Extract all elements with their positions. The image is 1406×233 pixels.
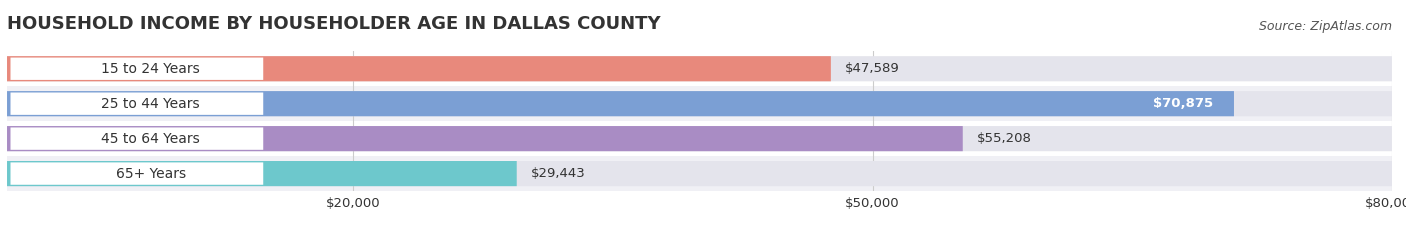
FancyBboxPatch shape xyxy=(10,93,263,115)
FancyBboxPatch shape xyxy=(7,86,1392,121)
Text: 45 to 64 Years: 45 to 64 Years xyxy=(101,132,200,146)
FancyBboxPatch shape xyxy=(7,161,1392,186)
Text: Source: ZipAtlas.com: Source: ZipAtlas.com xyxy=(1258,20,1392,33)
Text: $70,875: $70,875 xyxy=(1153,97,1213,110)
FancyBboxPatch shape xyxy=(10,162,263,185)
FancyBboxPatch shape xyxy=(7,161,517,186)
FancyBboxPatch shape xyxy=(7,121,1392,156)
FancyBboxPatch shape xyxy=(10,58,263,80)
FancyBboxPatch shape xyxy=(7,156,1392,191)
FancyBboxPatch shape xyxy=(7,51,1392,86)
Text: 15 to 24 Years: 15 to 24 Years xyxy=(101,62,200,76)
FancyBboxPatch shape xyxy=(7,91,1392,116)
FancyBboxPatch shape xyxy=(7,126,1392,151)
Text: 25 to 44 Years: 25 to 44 Years xyxy=(101,97,200,111)
FancyBboxPatch shape xyxy=(7,91,1234,116)
FancyBboxPatch shape xyxy=(7,56,831,81)
FancyBboxPatch shape xyxy=(7,126,963,151)
Text: $55,208: $55,208 xyxy=(977,132,1032,145)
Text: HOUSEHOLD INCOME BY HOUSEHOLDER AGE IN DALLAS COUNTY: HOUSEHOLD INCOME BY HOUSEHOLDER AGE IN D… xyxy=(7,15,661,33)
Text: $47,589: $47,589 xyxy=(845,62,900,75)
Text: 65+ Years: 65+ Years xyxy=(115,167,186,181)
FancyBboxPatch shape xyxy=(7,56,1392,81)
Text: $29,443: $29,443 xyxy=(530,167,585,180)
FancyBboxPatch shape xyxy=(10,127,263,150)
